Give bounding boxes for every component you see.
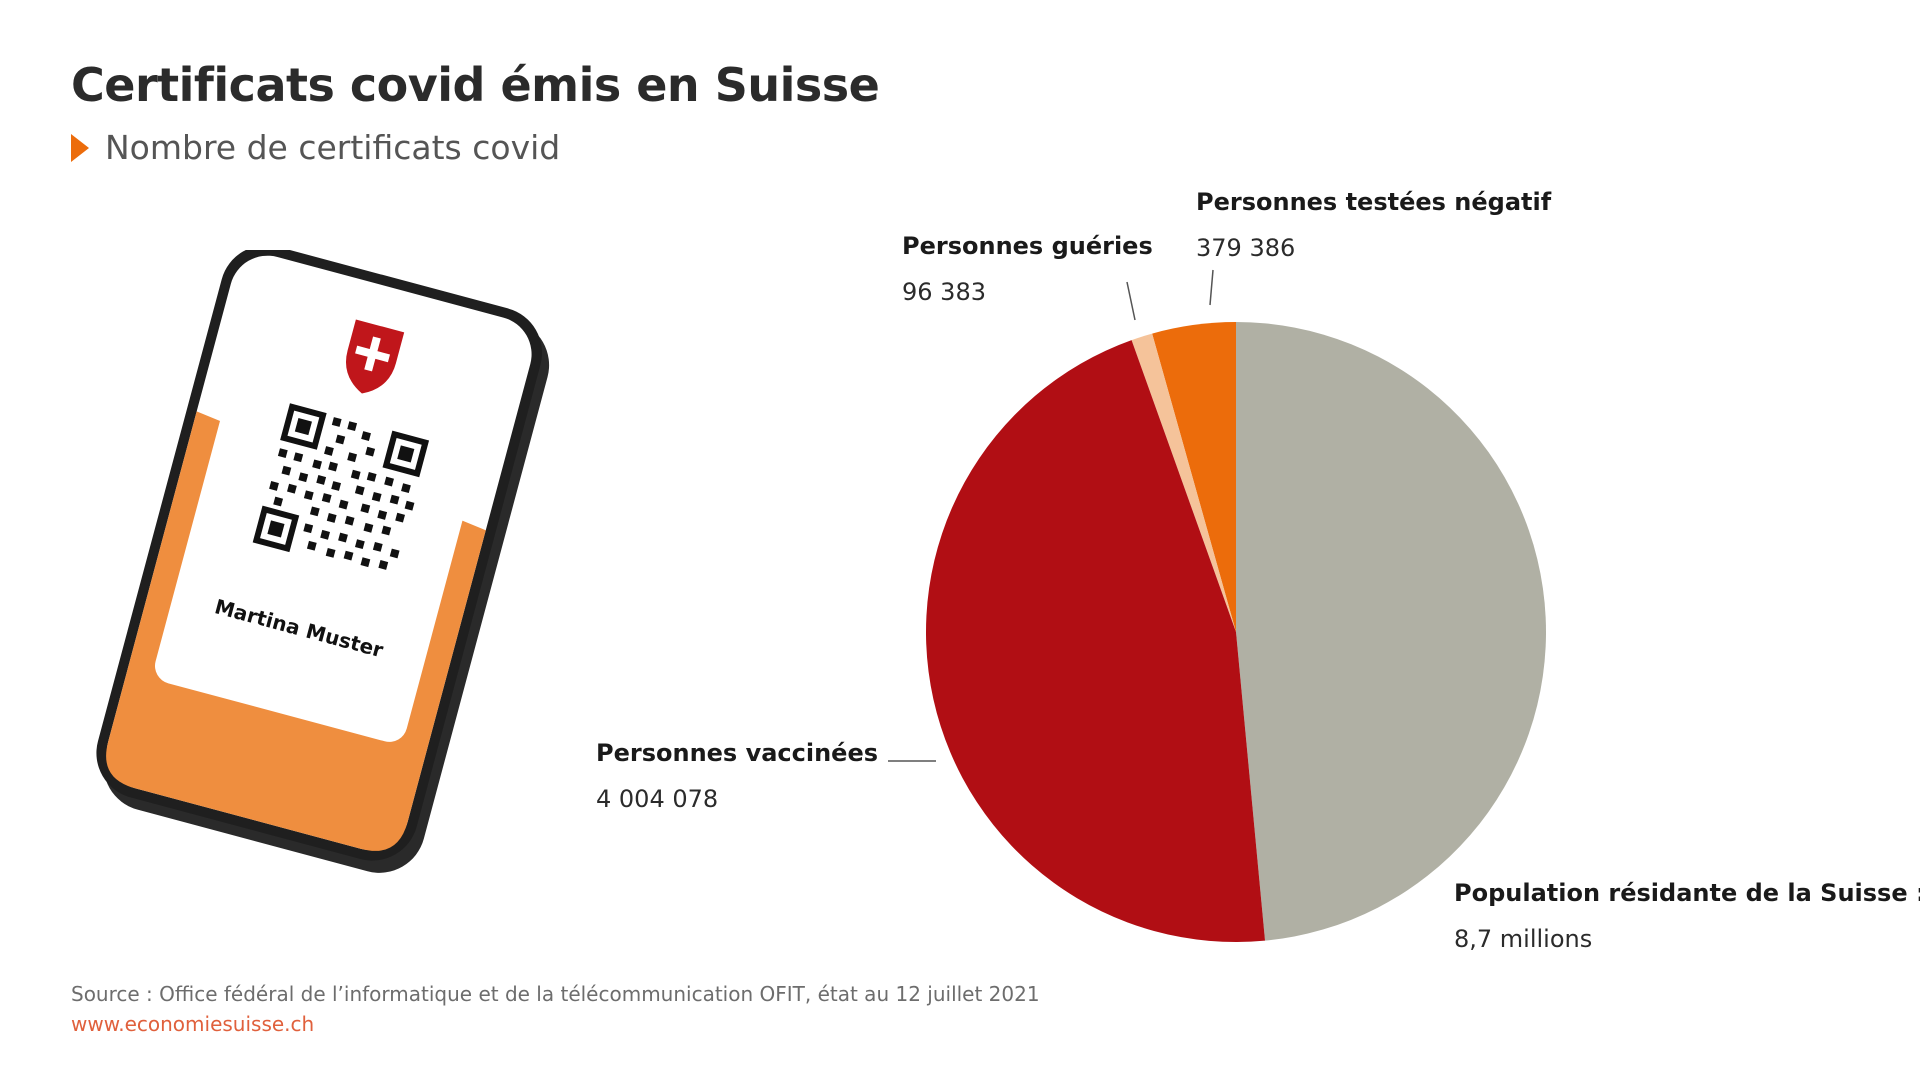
website-link[interactable]: www.economiesuisse.ch (71, 1012, 315, 1036)
slice-label-personnes-gueries: Personnes guéries (902, 232, 1153, 260)
triangle-bullet-icon (71, 133, 89, 162)
chart-title: Certificats covid émis en Suisse (71, 58, 880, 112)
swiss-shield-icon (345, 319, 405, 394)
slice-value-personnes-vaccinees: 4 004 078 (596, 785, 718, 813)
pie-slice-personnes-vaccinees (926, 340, 1266, 942)
source-note: Source : Office fédéral de l’informatiqu… (71, 982, 1040, 1006)
slice-value-personnes-testees-negatif: 379 386 (1196, 234, 1295, 262)
slice-label-population-residante-de-la-suisse: Population résidante de la Suisse : (1454, 879, 1920, 907)
slice-label-personnes-vaccinees: Personnes vaccinées (596, 739, 878, 767)
slice-label-personnes-testees-negatif: Personnes testées négatif (1196, 188, 1552, 216)
pie-slice-personnes-gueries (1131, 333, 1236, 632)
slice-value-population-residante-de-la-suisse: 8,7 millions (1454, 925, 1592, 953)
pie-slice-personnes-testees-negatif (1152, 322, 1236, 632)
pie-slice-population (1236, 322, 1546, 941)
slice-value-personnes-gueries: 96 383 (902, 278, 986, 306)
leader-line-personnes-gueries (1126, 281, 1136, 321)
chart-subtitle: Nombre de certificats covid (71, 128, 560, 167)
smartphone-icon: Martina Muster (96, 250, 550, 873)
leader-line-personnes-testees-negatif (1209, 269, 1214, 306)
qr-code-icon (249, 399, 433, 584)
subtitle-text: Nombre de certificats covid (105, 128, 561, 167)
